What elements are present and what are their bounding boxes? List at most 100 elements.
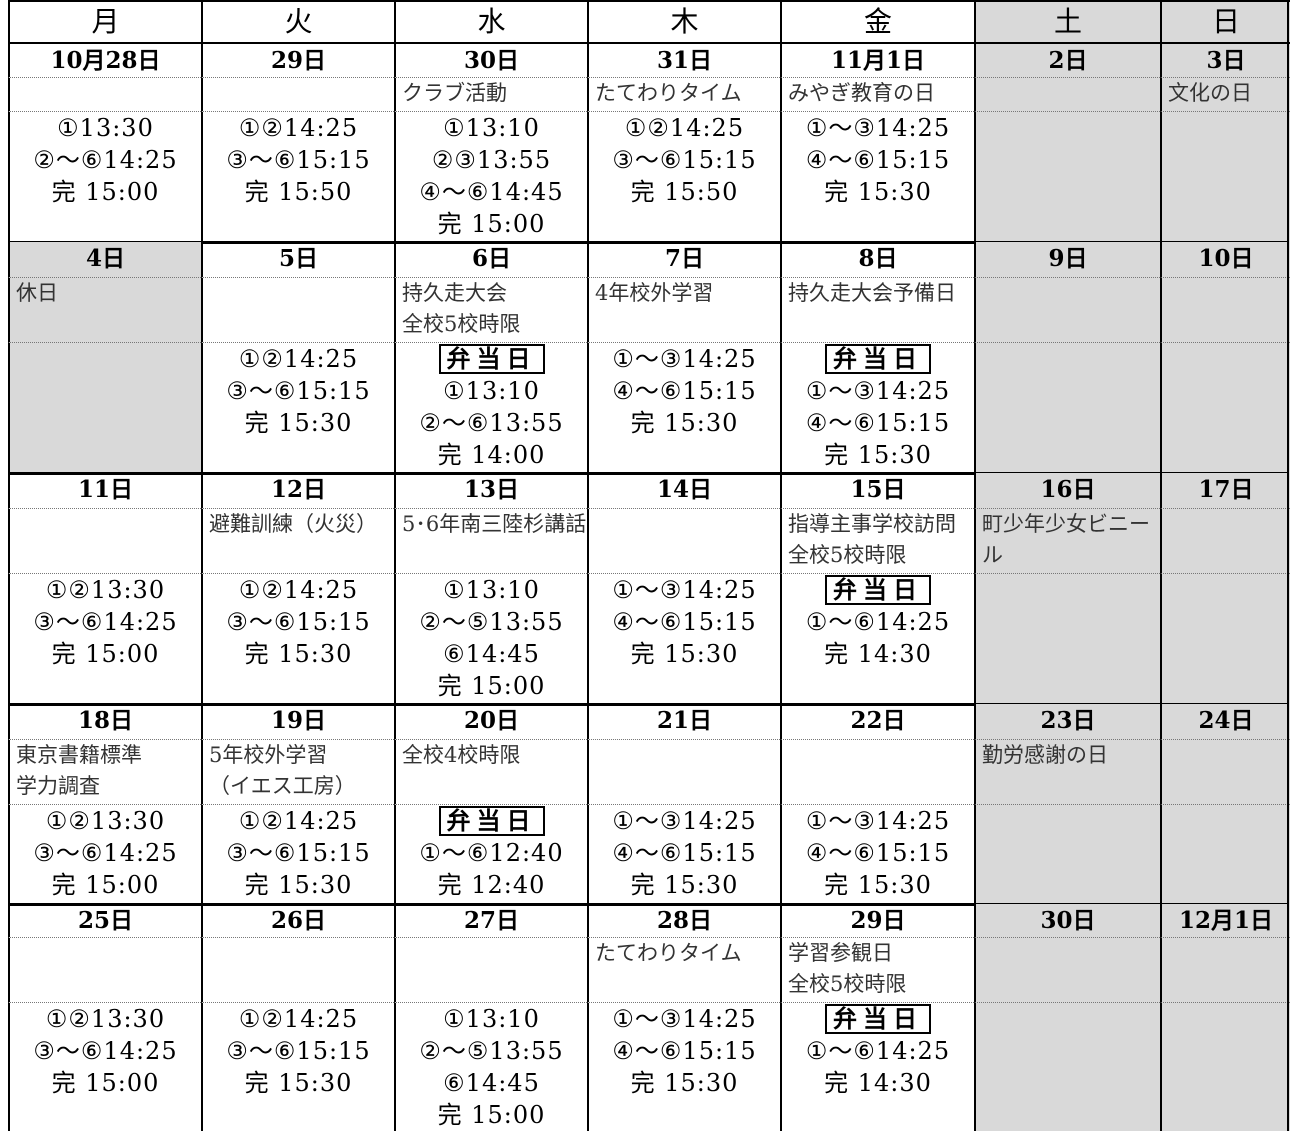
bento-badge: 弁当日 — [825, 1004, 931, 1034]
right-border — [1287, 0, 1290, 1131]
week-divider — [8, 472, 1288, 475]
day-events — [201, 78, 394, 112]
day-events — [587, 509, 780, 574]
day-date: 14日 — [587, 473, 780, 509]
bento-wrap: 弁当日 — [782, 1003, 974, 1035]
event-text: 4年校外学習 — [595, 281, 714, 305]
schedule-line: ⑥14:45 — [443, 640, 540, 668]
day-date: 29日 — [780, 904, 974, 938]
day-date: 11日 — [8, 473, 201, 509]
day-schedule: 弁当日 ①～⑥14:25 完 14:30 — [780, 1003, 974, 1131]
schedule-line: ①②14:25 — [238, 807, 359, 835]
schedule-line: ①～③14:25 — [805, 114, 951, 142]
weekday-header: 火 — [201, 0, 394, 44]
schedule-line: ①～③14:25 — [805, 377, 951, 405]
event-text: クラブ活動 — [402, 81, 507, 105]
day-schedule: ①13:10 ②③13:55 ④～⑥14:45 完 15:00 — [394, 112, 587, 242]
day-schedule: ①②14:25 ③～⑥15:15 完 15:30 — [201, 574, 394, 705]
day-date: 18日 — [8, 704, 201, 740]
day-date: 30日 — [394, 44, 587, 78]
schedule-line: ①13:10 — [443, 1005, 540, 1033]
day-events: 東京書籍標準 学力調査 — [8, 740, 201, 805]
schedule-line: 完 14:30 — [824, 640, 932, 668]
day-date: 21日 — [587, 704, 780, 740]
event-text: 東京書籍標準 — [16, 743, 142, 767]
schedule-line: ①②14:25 — [238, 1005, 359, 1033]
event-text: 町少年少女ビニール — [982, 512, 1150, 567]
day-date: 12月1日 — [1160, 904, 1290, 938]
day-date: 5日 — [201, 242, 394, 278]
event-text: 全校5校時限 — [788, 543, 907, 567]
day-date: 29日 — [201, 44, 394, 78]
schedule-line: ①②14:25 — [238, 114, 359, 142]
weekday-header: 金 — [780, 0, 974, 44]
schedule-line: ①②14:25 — [624, 114, 745, 142]
day-events: たてわりタイム — [587, 938, 780, 1003]
bento-wrap: 弁当日 — [396, 343, 587, 375]
event-text: 持久走大会 — [402, 281, 507, 305]
schedule-line: ①～③14:25 — [612, 1005, 757, 1033]
day-date: 9日 — [974, 242, 1160, 278]
day-schedule: ①～③14:25 ④～⑥15:15 完 15:30 — [780, 805, 974, 905]
weekday-header: 水 — [394, 0, 587, 44]
day-date: 25日 — [8, 904, 201, 938]
day-date: 19日 — [201, 704, 394, 740]
event-text: （イエス工房） — [209, 774, 356, 798]
day-date: 30日 — [974, 904, 1160, 938]
schedule-line: ①～⑥14:25 — [805, 608, 951, 636]
schedule-line: ①②13:30 — [45, 576, 166, 604]
day-events — [974, 278, 1160, 343]
day-events: 5年校外学習 （イエス工房） — [201, 740, 394, 805]
day-schedule: ①②14:25 ③～⑥15:15 完 15:50 — [587, 112, 780, 242]
event-text: 避難訓練（火災） — [209, 512, 377, 536]
day-schedule: ①～③14:25 ④～⑥15:15 完 15:30 — [780, 112, 974, 242]
schedule-line: ①13:10 — [443, 114, 540, 142]
schedule-line: ①②14:25 — [238, 576, 359, 604]
day-events: 指導主事学校訪問 全校5校時限 — [780, 509, 974, 574]
day-events: 町少年少女ビニールバレーボール大会 — [974, 509, 1160, 598]
schedule-line: 完 14:00 — [437, 441, 546, 469]
schedule-line: 完 15:30 — [630, 871, 739, 899]
weekday-header: 土 — [974, 0, 1160, 44]
event-text: 5･6年南三陸杉講話 — [402, 512, 587, 536]
day-events: 休日 — [8, 278, 201, 343]
schedule-line: ①～⑥12:40 — [419, 839, 564, 867]
schedule-line: 完 15:30 — [824, 441, 932, 469]
day-schedule — [974, 112, 1160, 242]
day-events — [8, 78, 201, 112]
day-events — [974, 938, 1160, 1003]
day-events — [1160, 740, 1290, 805]
day-date: 11月1日 — [780, 44, 974, 78]
day-schedule: ①②14:25 ③～⑥15:15 完 15:30 — [201, 343, 394, 473]
day-schedule: 弁当日 ①～⑥12:40 完 12:40 — [394, 805, 587, 905]
schedule-line: ①～③14:25 — [612, 345, 757, 373]
day-events — [201, 278, 394, 343]
day-events: みやぎ教育の日 — [780, 78, 974, 112]
day-events: 学習参観日 全校5校時限 — [780, 938, 974, 1003]
weekday-header: 月 — [8, 0, 201, 44]
day-events: 全校4校時限 — [394, 740, 587, 805]
schedule-line: 完 15:30 — [244, 871, 353, 899]
event-text: 全校5校時限 — [788, 972, 907, 996]
week-divider — [8, 903, 1288, 906]
schedule-line: ①13:10 — [443, 377, 540, 405]
day-date: 20日 — [394, 704, 587, 740]
day-schedule: ①～③14:25 ④～⑥15:15 完 15:30 — [587, 805, 780, 905]
week-divider — [8, 241, 1288, 244]
day-events: 5･6年南三陸杉講話 — [394, 509, 587, 574]
schedule-line: 完 12:40 — [437, 871, 546, 899]
day-date: 23日 — [974, 704, 1160, 740]
schedule-line: ①～③14:25 — [612, 807, 757, 835]
day-schedule — [1160, 1003, 1290, 1131]
event-text: 指導主事学校訪問 — [788, 512, 956, 536]
day-events: たてわりタイム — [587, 78, 780, 112]
schedule-line: 完 15:00 — [437, 210, 546, 238]
day-schedule: ①～③14:25 ④～⑥15:15 完 15:30 — [587, 1003, 780, 1131]
day-schedule — [1160, 112, 1290, 242]
bento-wrap: 弁当日 — [782, 574, 974, 606]
event-text: 持久走大会予備日 — [788, 281, 956, 305]
schedule-line: ④～⑥15:15 — [612, 608, 757, 636]
day-schedule: ①②14:25 ③～⑥15:15 完 15:30 — [201, 1003, 394, 1131]
schedule-line: ①～③14:25 — [805, 807, 951, 835]
